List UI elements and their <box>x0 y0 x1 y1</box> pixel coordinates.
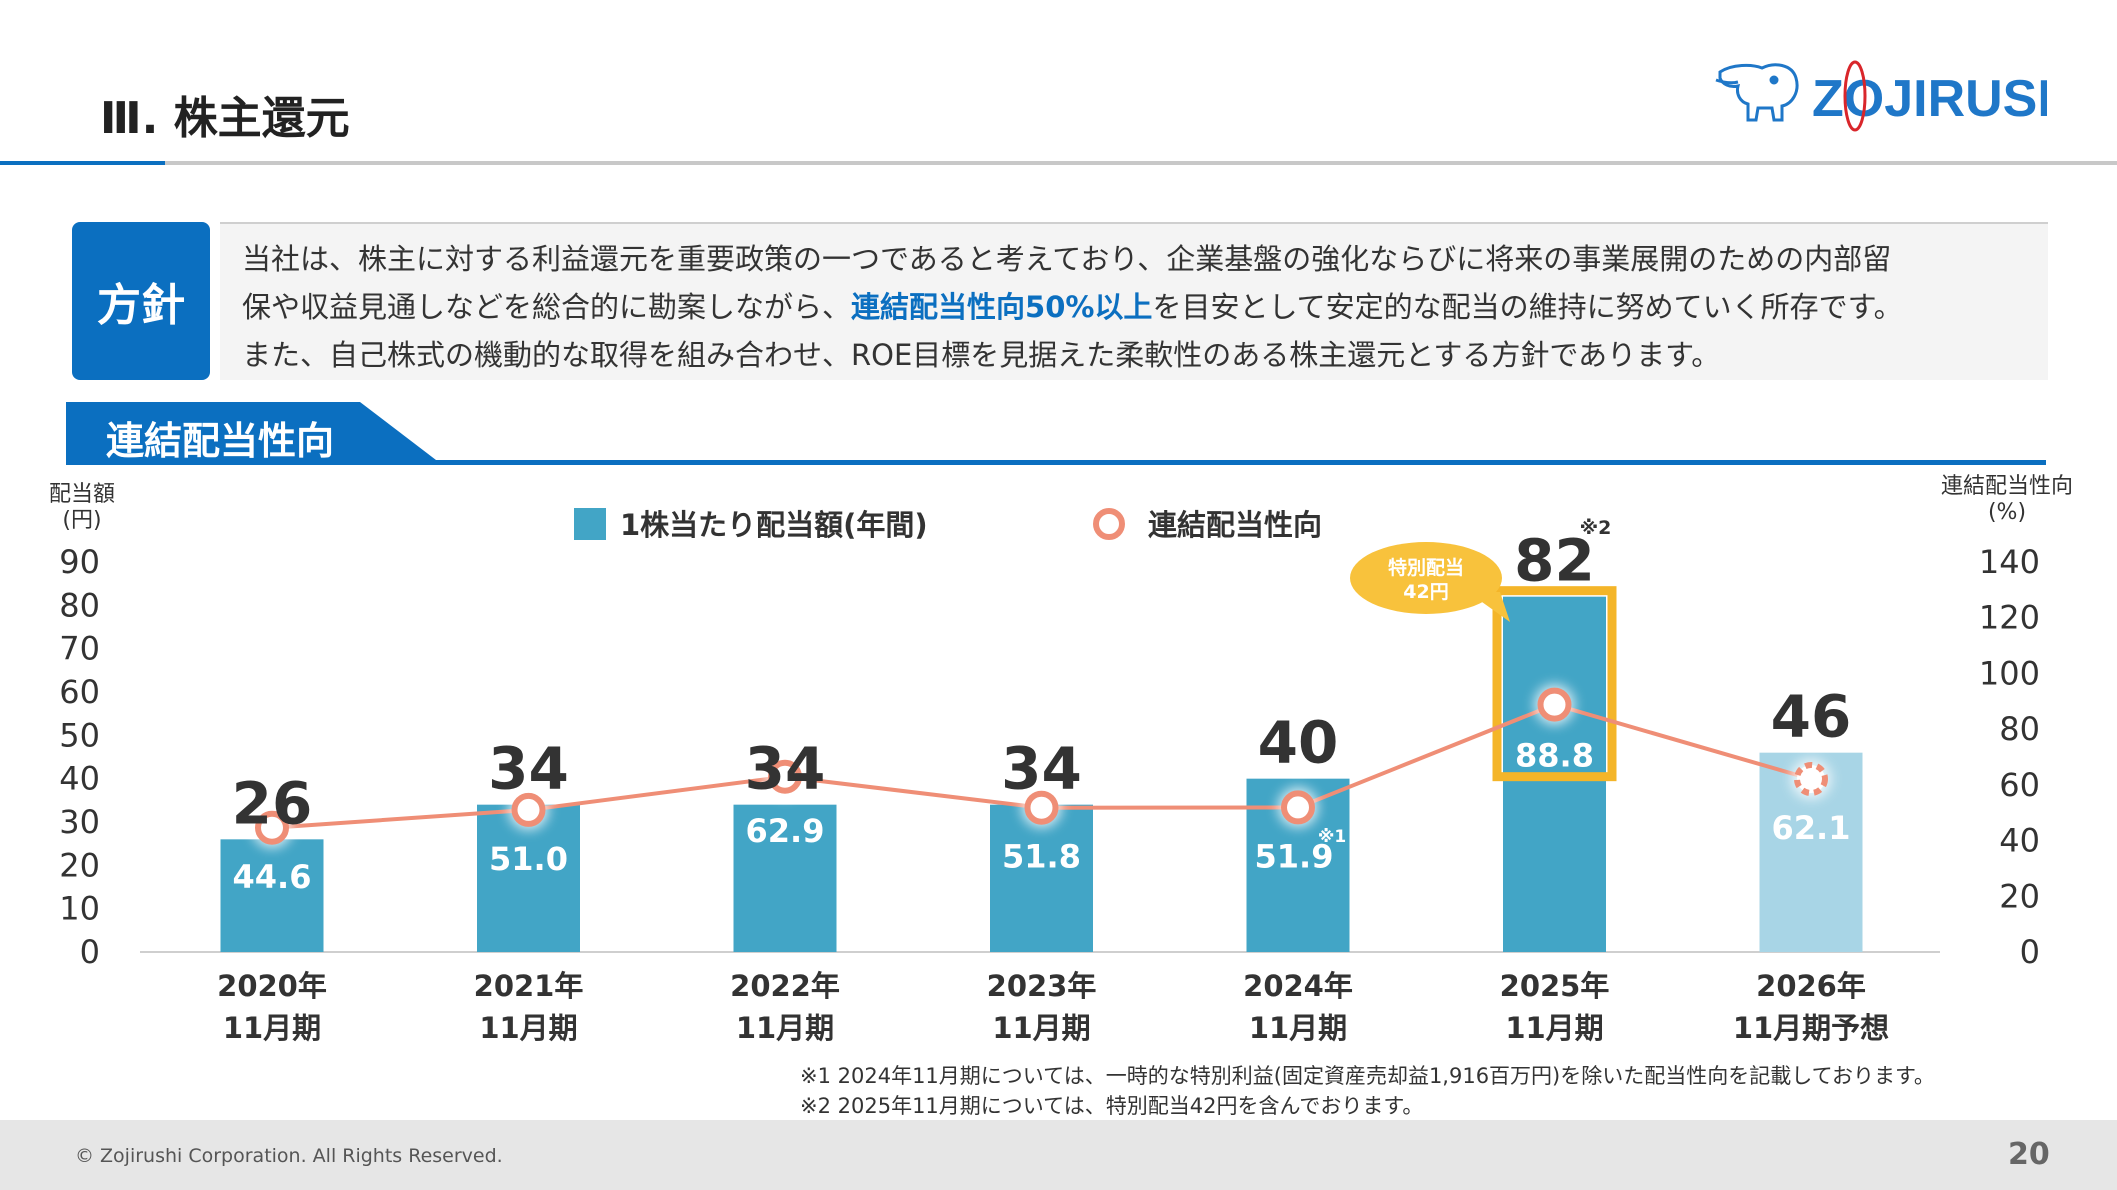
x-tick-label-year: 2023年 <box>987 969 1097 1003</box>
right-axis-title: 連結配当性向 (%) <box>1922 474 2092 526</box>
left-axis-title-2: (円) <box>62 508 102 533</box>
payout-value-label: 51.0 <box>489 840 568 878</box>
right-axis-tick: 40 <box>1999 822 2040 860</box>
note-marker-2: ※2 <box>1580 517 1612 539</box>
x-tick-label-year: 2024年 <box>1243 969 1353 1003</box>
bar <box>733 804 837 952</box>
payout-value-label: 62.1 <box>1772 809 1851 847</box>
dividend-chart: 26 34 34 34 40 82 46 44.6 51.0 62.9 51.8 51.9 88.8 62… <box>59 508 2040 1045</box>
policy-line-2: 保や収益見通しなどを総合的に勘案しながら、連結配当性向50%以上を目安として安定… <box>242 284 1903 326</box>
legend-label-line: 連結配当性向 <box>1148 508 1322 542</box>
callout-bubble <box>1350 542 1502 614</box>
payout-point <box>255 810 289 845</box>
bar-value-label: 34 <box>1001 735 1082 803</box>
header-divider-accent <box>0 161 165 165</box>
bar-value-label: 34 <box>488 735 569 803</box>
bar-value-label: 82 <box>1514 527 1595 595</box>
right-axis-tick: 60 <box>1999 766 2040 804</box>
payout-value-label: 88.8 <box>1515 737 1594 775</box>
left-axis-tick: 60 <box>59 673 100 711</box>
x-tick-label-period: 11月期 <box>992 1011 1090 1045</box>
right-axis-tick: 100 <box>1979 654 2040 692</box>
payout-value-label: 51.8 <box>1002 838 1081 876</box>
x-tick-label-period: 11月期 <box>479 1011 577 1045</box>
left-axis-title: 配当額 (円) <box>40 482 124 534</box>
page-number: 20 <box>2008 1137 2050 1172</box>
x-tick-label-year: 2021年 <box>474 969 584 1003</box>
right-axis-tick: 140 <box>1979 543 2040 581</box>
left-axis-tick: 90 <box>59 543 100 581</box>
policy-line-3: また、自己株式の機動的な取得を組み合わせ、ROE目標を見据えた柔軟性のある株主還… <box>242 338 1721 372</box>
x-tick-label-period: 11月期予想 <box>1733 1011 1889 1045</box>
x-tick-label-period: 11月期 <box>1249 1011 1347 1045</box>
x-tick-label-year: 2020年 <box>217 969 327 1003</box>
policy-line-2-end: を目安として安定的な配当の維持に努めていく所存です。 <box>1152 290 1903 324</box>
left-axis-tick: 50 <box>59 716 100 754</box>
left-axis-tick: 80 <box>59 586 100 624</box>
right-axis-tick: 120 <box>1979 599 2040 637</box>
left-axis-title-1: 配当額 <box>48 482 115 507</box>
copyright: © Zojirushi Corporation. All Rights Rese… <box>75 1145 503 1167</box>
callout-text-1: 特別配当 <box>1388 556 1464 579</box>
policy-highlight: 連結配当性向50%以上 <box>851 290 1153 324</box>
page-title: Ⅲ. 株主還元 <box>100 93 350 144</box>
special-dividend-highlight <box>1492 586 1617 782</box>
policy-panel <box>220 222 2048 380</box>
policy-badge: 方針 <box>72 222 210 380</box>
bar-value-label: 40 <box>1258 709 1339 777</box>
payout-value-label: 44.6 <box>233 858 312 896</box>
payout-point <box>768 759 802 794</box>
left-axis-tick: 70 <box>59 630 100 668</box>
left-axis-tick: 10 <box>59 890 100 928</box>
callout-text-2: 42円 <box>1403 581 1448 603</box>
bar-value-label: 26 <box>232 769 313 837</box>
payout-point <box>511 792 546 827</box>
bar-value-label: 46 <box>1771 683 1852 751</box>
payout-point <box>1024 790 1059 825</box>
x-tick-label-year: 2026年 <box>1756 969 1866 1003</box>
left-axis-tick: 40 <box>59 760 100 798</box>
payout-point <box>1537 687 1572 722</box>
header-divider <box>0 161 2117 165</box>
right-axis-tick: 80 <box>1999 710 2040 748</box>
payout-point <box>1794 762 1828 797</box>
left-axis-tick: 0 <box>80 933 100 971</box>
bar <box>990 804 1093 952</box>
note-marker-1: ※1 <box>1318 827 1346 847</box>
policy-line-2-start: 保や収益見通しなどを総合的に勘案しながら、 <box>242 290 852 324</box>
right-axis-tick: 0 <box>2020 933 2040 971</box>
legend-swatch-bar <box>574 508 606 540</box>
logo-wordmark: ZOJIRUSHI <box>1812 70 2047 128</box>
footnote-1: ※1 2024年11月期については、一時的な特別利益(固定資産売却益1,916百… <box>800 1064 1935 1088</box>
bar-value-label: 34 <box>745 735 826 803</box>
right-axis-title-1: 連結配当性向 <box>1940 474 2073 499</box>
x-tick-label-period: 11月期 <box>1505 1011 1603 1045</box>
legend-label-bar: 1株当たり配当額(年間) <box>620 508 928 542</box>
elephant-icon <box>1715 63 1799 122</box>
left-axis-tick: 30 <box>59 803 100 841</box>
x-tick-label-period: 11月期 <box>736 1011 834 1045</box>
zojirushi-logo: ZOJIRUSHI <box>1715 60 2047 132</box>
right-axis-tick: 20 <box>1999 877 2040 915</box>
x-tick-label-year: 2022年 <box>730 969 840 1003</box>
policy-line-1: 当社は、株主に対する利益還元を重要政策の一つであると考えており、企業基盤の強化な… <box>242 242 1892 276</box>
right-axis-title-2: (%) <box>1987 500 2027 525</box>
payout-value-label: 62.9 <box>746 812 825 850</box>
bar <box>220 839 324 952</box>
logo-red-ring <box>1843 60 1867 132</box>
section-title: 連結配当性向 <box>106 419 335 463</box>
footnote-2: ※2 2025年11月期については、特別配当42円を含んでおります。 <box>800 1094 1424 1118</box>
left-axis-tick: 20 <box>59 846 100 884</box>
section-header-bar <box>66 402 2046 465</box>
x-tick-label-year: 2025年 <box>1500 969 1610 1003</box>
legend-swatch-line <box>1093 508 1125 540</box>
footer-bar <box>0 1120 2117 1190</box>
payout-value-label: 51.9 <box>1255 837 1334 875</box>
payout-point <box>1281 790 1315 825</box>
x-tick-label-period: 11月期 <box>223 1011 321 1045</box>
